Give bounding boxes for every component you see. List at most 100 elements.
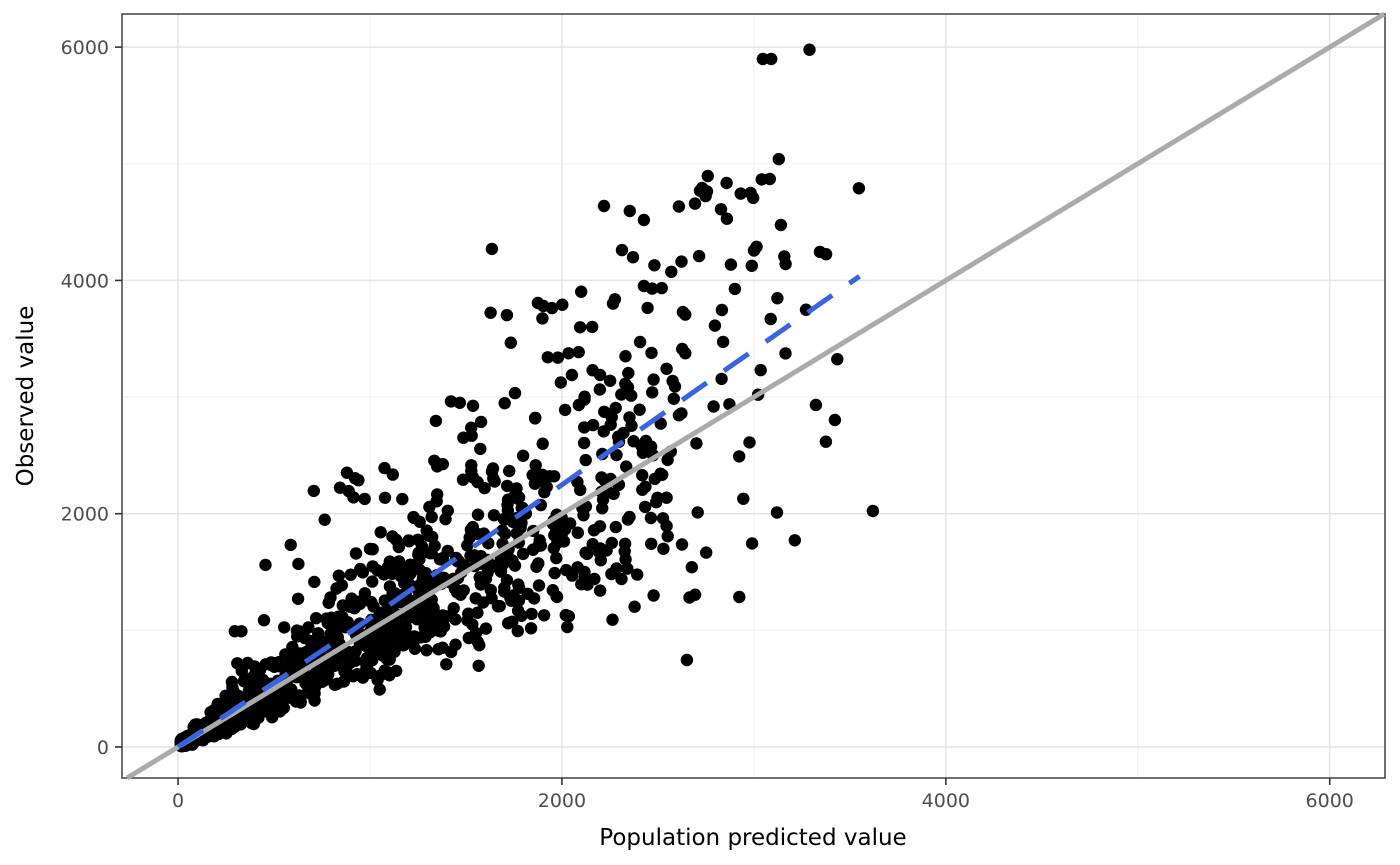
data-point [444,395,458,408]
data-point [484,306,497,319]
data-point [638,500,652,514]
data-point [344,568,357,581]
data-point [529,471,542,484]
data-point [420,610,433,624]
data-point [241,656,254,670]
data-point [331,631,344,644]
data-point [562,610,575,623]
data-point [803,43,816,56]
data-point [615,243,629,257]
data-point [478,481,491,495]
data-point [655,281,668,295]
data-point [332,569,345,582]
data-point [524,622,538,635]
data-point [408,642,422,655]
data-point [661,453,674,467]
data-point [672,409,686,422]
data-point [309,612,323,625]
data-point [615,572,628,586]
data-point [628,600,641,613]
data-point [572,345,585,359]
data-point [284,538,297,552]
data-point [529,459,542,472]
data-point [508,386,522,400]
data-point [688,197,702,210]
data-point [448,582,462,595]
data-point [432,643,445,656]
data-point [724,258,738,271]
data-point [610,448,623,462]
data-point [501,504,515,517]
data-point [471,606,484,619]
data-point [676,342,689,356]
data-point [690,437,703,450]
data-point [358,492,371,506]
data-point [504,336,517,349]
data-point [291,630,304,643]
data-point [246,704,260,717]
data-point [466,618,479,631]
data-point [750,240,763,253]
data-point [701,169,714,183]
data-point [550,590,563,603]
data-point [462,607,475,620]
data-point [378,461,391,475]
data-point [474,442,487,456]
data-point [428,539,441,553]
data-point [516,449,530,462]
data-point [413,553,426,566]
data-point [485,242,499,256]
data-point [771,292,784,305]
data-point [358,587,372,600]
y-tick-label: 6000 [61,37,109,59]
y-axis-title: Observed value [13,306,39,487]
data-point [498,397,511,410]
data-point [436,609,449,622]
data-point [536,437,549,450]
data-point [577,436,591,450]
data-point [426,600,439,614]
data-point [278,621,291,634]
data-point [479,622,493,635]
data-point [333,481,347,494]
data-point [608,293,622,306]
data-point [554,376,567,389]
data-point [330,677,344,690]
data-point [307,484,320,498]
data-point [511,604,525,617]
data-point [354,562,367,576]
data-point [228,720,242,733]
data-point [566,569,579,582]
data-point [633,403,646,416]
data-point [402,611,415,625]
data-point [474,415,488,429]
data-point [397,639,410,652]
data-point [506,615,519,629]
data-point [345,592,358,605]
data-point [257,614,271,627]
data-point [745,537,759,550]
data-point [720,212,734,225]
data-point [557,523,570,536]
data-point [675,255,688,268]
data-point [609,520,622,534]
data-point [571,526,584,539]
data-point [597,425,610,438]
data-point [714,203,728,216]
data-point [615,388,628,401]
data-point [633,335,647,349]
data-point [541,351,554,364]
data-point [396,492,409,506]
data-point [586,418,600,432]
data-point [779,257,792,271]
data-point [692,249,706,263]
data-point [631,568,644,581]
data-point [765,52,778,66]
data-point [647,589,660,602]
data-point [764,312,777,326]
data-point [558,403,572,417]
data-point [449,638,462,651]
data-point [831,353,844,366]
